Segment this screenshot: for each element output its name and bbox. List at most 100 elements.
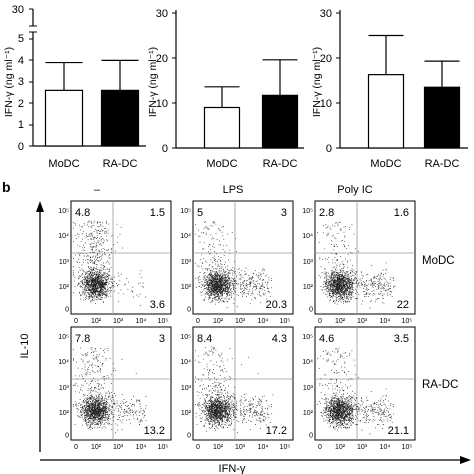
event-dot (252, 280, 254, 281)
event-dot (342, 278, 343, 280)
event-dot (204, 300, 206, 301)
event-dot (220, 270, 222, 272)
event-dot (78, 278, 80, 279)
event-dot (85, 286, 87, 288)
event-dot (204, 272, 206, 273)
event-dot (106, 276, 108, 278)
event-dot (336, 298, 337, 300)
event-dot (349, 288, 351, 290)
event-dot (82, 283, 83, 284)
event-dot (104, 294, 106, 296)
event-dot (331, 280, 333, 282)
event-dot (100, 299, 102, 300)
event-dot (262, 288, 263, 290)
event-dot (382, 275, 384, 277)
event-dot (76, 233, 78, 235)
event-dot (245, 267, 247, 269)
event-dot (342, 286, 344, 288)
event-dot (81, 280, 83, 282)
event-dot (99, 251, 101, 252)
event-dot (225, 285, 227, 287)
event-dot (258, 275, 260, 277)
event-dot (112, 285, 114, 287)
event-dot (208, 280, 210, 282)
event-dot (351, 289, 353, 291)
event-dot (334, 283, 335, 285)
event-dot (87, 280, 89, 281)
event-dot (228, 282, 230, 284)
event-dot (224, 278, 225, 280)
event-dot (201, 290, 203, 292)
event-dot (250, 285, 252, 287)
event-dot (140, 270, 142, 271)
event-dot (216, 279, 218, 280)
event-dot (94, 380, 96, 382)
event-dot (222, 280, 224, 282)
event-dot (98, 250, 100, 252)
event-dot (93, 293, 95, 294)
event-dot (343, 278, 345, 280)
event-dot (132, 409, 133, 411)
x-tick-label: 10² (335, 318, 346, 325)
bar (100, 89, 140, 147)
event-dot (343, 285, 345, 287)
event-dot (100, 275, 102, 277)
event-dot (343, 279, 344, 281)
event-dot (206, 227, 208, 229)
event-dot (96, 283, 98, 284)
event-dot (101, 255, 103, 256)
event-dot (393, 277, 394, 279)
event-dot (208, 284, 210, 286)
event-dot (214, 280, 216, 282)
event-dot (91, 413, 93, 415)
y-tick: 5 (18, 33, 24, 45)
event-dot (214, 222, 216, 224)
event-dot (104, 283, 106, 284)
event-dot (93, 295, 95, 296)
event-dot (234, 280, 235, 281)
quadrant-percent-ur: 1.6 (394, 207, 409, 219)
event-dot (222, 276, 223, 278)
event-dot (207, 289, 209, 291)
event-dot (104, 276, 105, 278)
event-dot (87, 428, 89, 429)
event-dot (363, 288, 364, 289)
event-dot (138, 421, 140, 423)
event-dot (380, 291, 382, 293)
event-dot (335, 288, 337, 290)
event-dot (336, 253, 337, 254)
event-dot (345, 297, 347, 299)
event-dot (342, 298, 343, 299)
event-dot (93, 222, 95, 224)
event-dot (221, 277, 223, 279)
event-dot (328, 283, 329, 285)
event-dot (337, 282, 339, 284)
event-dot (331, 283, 332, 284)
event-dot (337, 284, 339, 286)
event-dot (327, 286, 329, 287)
event-dot (337, 275, 339, 276)
event-dot (102, 292, 103, 294)
event-dot (346, 277, 347, 279)
plot-frame (192, 200, 294, 315)
event-dot (345, 289, 347, 291)
event-dot (339, 277, 341, 278)
event-dot (94, 268, 96, 270)
event-dot (89, 298, 90, 299)
event-dot (214, 276, 216, 278)
event-dot (375, 282, 376, 284)
event-dot (201, 254, 203, 256)
event-dot (386, 282, 388, 283)
event-dot (332, 267, 334, 269)
event-dot (89, 276, 91, 277)
event-dot (206, 289, 208, 290)
event-dot (349, 285, 350, 286)
event-dot (92, 403, 93, 405)
event-dot (263, 293, 265, 295)
event-dot (391, 296, 393, 297)
event-dot (209, 273, 210, 274)
event-dot (341, 299, 343, 300)
event-dot (345, 278, 346, 280)
event-dot (213, 276, 215, 277)
event-dot (340, 298, 342, 299)
